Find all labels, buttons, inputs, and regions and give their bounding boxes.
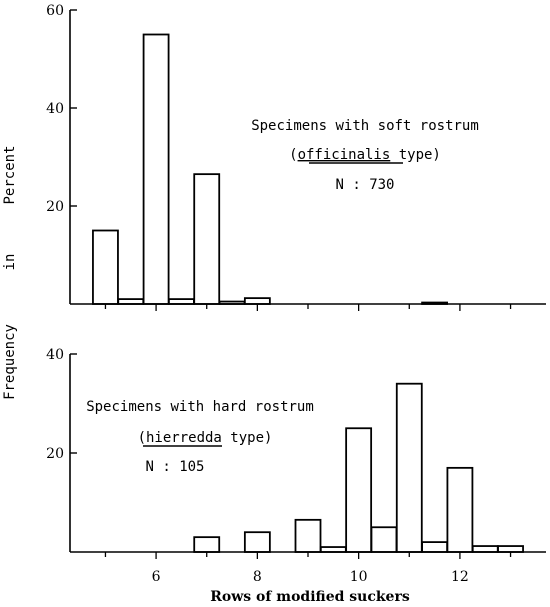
x-tick-labels: 6 8 10 12 [152,569,469,585]
top-annotation: Specimens with soft rostrum (officinalis… [251,118,479,193]
bottom-bar [319,546,347,553]
bottom-bar [497,545,524,553]
top-bar [218,300,246,305]
bottom-y-tick-label: 40 [46,347,64,363]
y-axis-label-percent: Percent [2,145,18,204]
bottom-bar [446,466,474,553]
top-bar [243,297,271,305]
bottom-bar [370,526,398,553]
officinalis-term: officinalis [298,147,391,163]
bottom-annotation-line2: (hierredda type) [138,430,273,446]
x-tick-label: 8 [253,569,262,585]
top-bar [421,301,448,305]
x-tick-label: 10 [350,569,368,585]
top-bar [193,173,221,305]
y-axis-label-frequency: Frequency [2,324,18,400]
bottom-bar [243,531,271,553]
top-bar [117,298,145,305]
bottom-bar [395,382,423,553]
bottom-annotation-line1: Specimens with hard rostrum [86,399,314,415]
top-annotation-line3: N : 730 [335,177,394,193]
top-y-tick-label: 60 [46,3,64,19]
top-y-tick-label: 20 [46,199,64,215]
top-bar [168,298,195,305]
bottom-panel: 40 20 [46,347,546,559]
bottom-y-tick-label: 20 [46,446,64,462]
bottom-annotation-line3: N : 105 [145,459,204,475]
top-bar [142,33,170,305]
top-annotation-line2: (officinalis type) [289,147,441,163]
bottom-bar [193,536,221,553]
hierredda-term: hierredda [146,430,222,446]
bottom-bar [294,518,322,553]
top-y-tick-label: 40 [46,101,64,117]
x-tick-label: 12 [451,569,469,585]
top-panel: 60 40 20 [46,3,546,311]
bottom-bar [471,545,499,553]
y-axis-label-in: in [2,254,18,271]
bottom-bar [421,541,448,553]
top-annotation-line1: Specimens with soft rostrum [251,118,479,134]
x-tick-label: 6 [152,569,161,585]
bottom-bar [345,427,373,553]
bottom-annotation: Specimens with hard rostrum (hierredda t… [86,399,314,475]
top-bar [92,229,119,305]
x-axis-label: Rows of modified suckers [210,589,410,605]
